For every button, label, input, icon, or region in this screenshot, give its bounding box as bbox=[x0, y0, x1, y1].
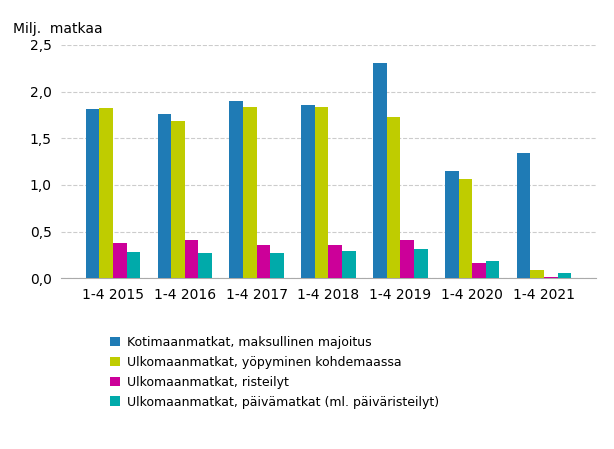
Bar bbox=[113, 243, 126, 278]
Bar bbox=[198, 253, 212, 278]
Bar bbox=[342, 251, 356, 278]
Text: Milj.  matkaa: Milj. matkaa bbox=[14, 22, 103, 35]
Bar bbox=[86, 110, 99, 278]
Bar bbox=[99, 108, 113, 278]
Bar bbox=[315, 107, 328, 278]
Bar bbox=[230, 101, 243, 278]
Bar bbox=[270, 253, 284, 278]
Bar bbox=[373, 63, 387, 278]
Bar bbox=[387, 117, 400, 278]
Bar bbox=[530, 270, 544, 278]
Bar bbox=[158, 114, 171, 278]
Bar bbox=[558, 273, 571, 278]
Bar bbox=[459, 180, 472, 278]
Bar bbox=[328, 245, 342, 278]
Bar bbox=[243, 106, 257, 278]
Bar bbox=[301, 105, 315, 278]
Bar bbox=[185, 240, 198, 278]
Bar bbox=[171, 122, 185, 278]
Bar bbox=[257, 245, 270, 278]
Legend: Kotimaanmatkat, maksullinen majoitus, Ulkomaanmatkat, yöpyminen kohdemaassa, Ulk: Kotimaanmatkat, maksullinen majoitus, Ul… bbox=[111, 336, 439, 409]
Bar bbox=[486, 260, 499, 278]
Bar bbox=[400, 240, 414, 278]
Bar bbox=[414, 250, 427, 278]
Bar bbox=[517, 153, 530, 278]
Bar bbox=[126, 252, 140, 278]
Bar bbox=[472, 264, 486, 278]
Bar bbox=[445, 171, 459, 278]
Bar bbox=[544, 277, 558, 278]
